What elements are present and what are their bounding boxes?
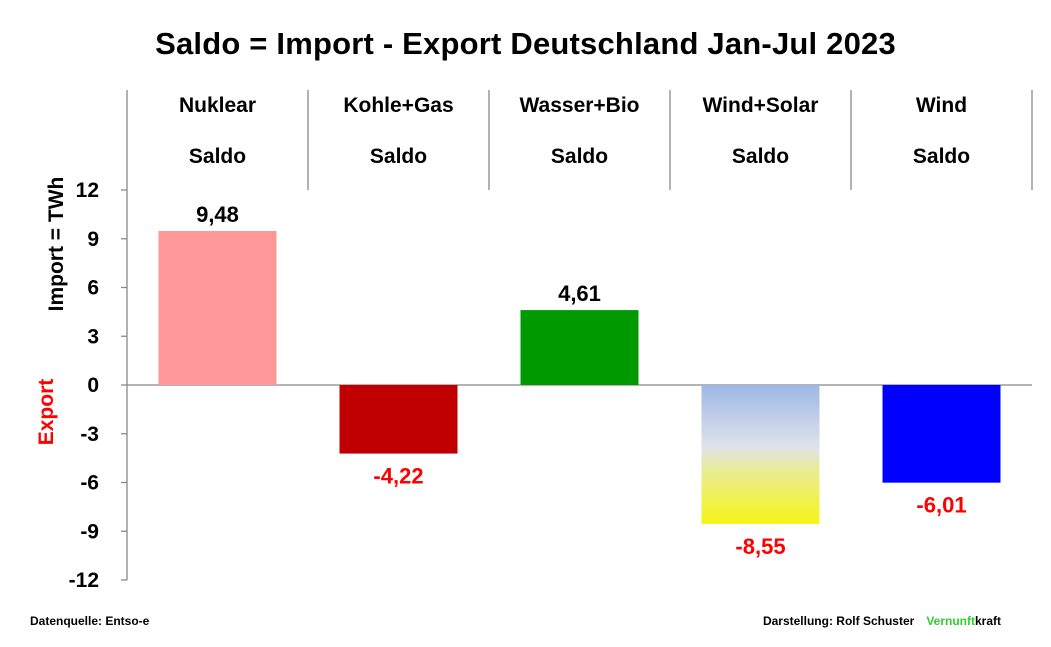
brand-vernunft: Vernunft [926,614,975,628]
category-sublabel: Saldo [189,145,246,168]
bars [158,230,1001,524]
y-axis-label-export: Export [35,378,58,446]
brand-kraft: kraft [974,614,1001,628]
bar [520,310,639,385]
data-label: -8,55 [735,534,785,559]
data-source: Datenquelle: Entso-e [30,614,150,628]
category-label: Nuklear [179,94,256,117]
bar [882,385,1001,483]
y-tick-label: -12 [69,569,99,592]
category-label: Kohle+Gas [343,94,453,117]
y-tick-label: 12 [76,179,99,202]
y-tick-label: 3 [87,325,99,348]
category-label: Wind+Solar [703,94,819,117]
category-sublabel: Saldo [913,145,970,168]
credit: Darstellung: Rolf Schuster Vernunftkraft [763,614,1001,628]
credit-author: Darstellung: Rolf Schuster [762,614,915,628]
y-tick-label: 0 [87,374,99,397]
data-label: -4,22 [373,464,423,489]
data-label: 9,48 [196,202,239,227]
y-tick-label: -9 [80,520,99,543]
y-axis-label-import: Import = TWh [45,176,68,312]
bar [701,385,820,524]
y-tick-label: -3 [80,423,99,446]
data-label: 4,61 [558,281,601,306]
axes: 12 9 6 3 0 -3 -6 -9 -12 [69,90,1033,592]
category-label: Wind [916,94,967,117]
bar [339,385,458,454]
y-tick-label: 6 [87,277,99,300]
category-sublabel: Saldo [551,145,608,168]
y-tick-label: -6 [80,472,99,495]
chart-title: Saldo = Import - Export Deutschland Jan-… [155,26,896,61]
category-sublabel: Saldo [370,145,427,168]
labels: Nuklear Saldo Kohle+Gas Saldo Wasser+Bio Sald… [179,94,970,559]
bar [158,230,277,385]
y-tick-label: 9 [87,228,99,251]
category-label: Wasser+Bio [519,94,639,117]
data-label: -6,01 [916,493,966,518]
category-sublabel: Saldo [732,145,789,168]
